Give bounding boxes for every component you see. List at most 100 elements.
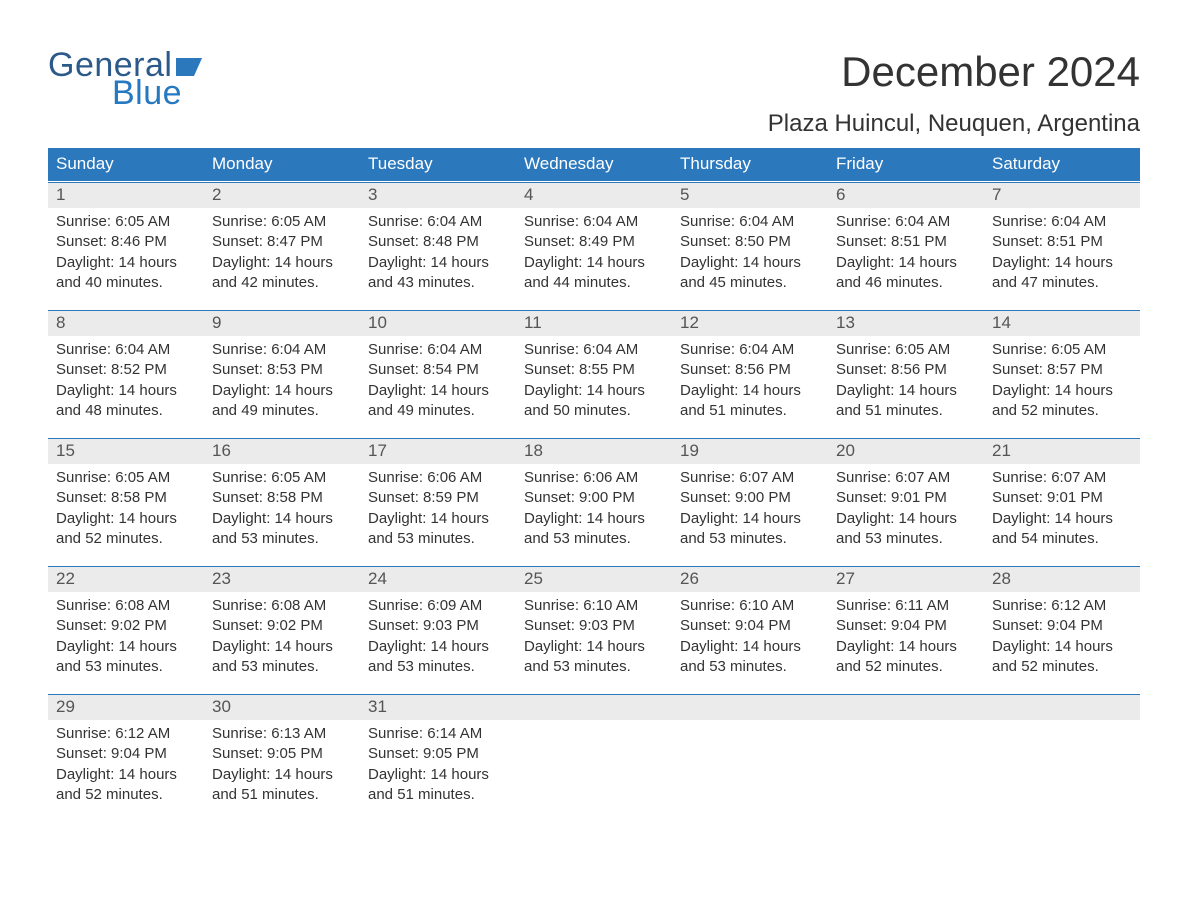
sunrise-text: Sunrise: 6:04 AM (680, 212, 820, 232)
daylight-line2: and 52 minutes. (56, 785, 196, 805)
daylight-line1: Daylight: 14 hours (56, 253, 196, 273)
day-body: Sunrise: 6:07 AMSunset: 9:00 PMDaylight:… (672, 464, 828, 557)
sunrise-text: Sunrise: 6:05 AM (212, 212, 352, 232)
day-number: 23 (204, 566, 360, 592)
daylight-line2: and 51 minutes. (836, 401, 976, 421)
sunset-text: Sunset: 9:01 PM (836, 488, 976, 508)
sunset-text: Sunset: 8:58 PM (212, 488, 352, 508)
calendar-cell: 28Sunrise: 6:12 AMSunset: 9:04 PMDayligh… (984, 566, 1140, 694)
calendar-cell: 21Sunrise: 6:07 AMSunset: 9:01 PMDayligh… (984, 438, 1140, 566)
daylight-line2: and 53 minutes. (212, 657, 352, 677)
calendar-row: 22Sunrise: 6:08 AMSunset: 9:02 PMDayligh… (48, 566, 1140, 694)
daylight-line1: Daylight: 14 hours (836, 381, 976, 401)
calendar-cell: 19Sunrise: 6:07 AMSunset: 9:00 PMDayligh… (672, 438, 828, 566)
daylight-line1: Daylight: 14 hours (212, 509, 352, 529)
day-number: 12 (672, 310, 828, 336)
sunrise-text: Sunrise: 6:09 AM (368, 596, 508, 616)
day-number: 14 (984, 310, 1140, 336)
daylight-line1: Daylight: 14 hours (56, 765, 196, 785)
sunset-text: Sunset: 9:02 PM (212, 616, 352, 636)
sunset-text: Sunset: 8:46 PM (56, 232, 196, 252)
day-body: Sunrise: 6:08 AMSunset: 9:02 PMDaylight:… (204, 592, 360, 685)
sunrise-text: Sunrise: 6:08 AM (212, 596, 352, 616)
daylight-line2: and 43 minutes. (368, 273, 508, 293)
sunset-text: Sunset: 9:03 PM (368, 616, 508, 636)
sunset-text: Sunset: 9:01 PM (992, 488, 1132, 508)
sunrise-text: Sunrise: 6:12 AM (992, 596, 1132, 616)
day-body: Sunrise: 6:05 AMSunset: 8:58 PMDaylight:… (48, 464, 204, 557)
daylight-line2: and 53 minutes. (212, 529, 352, 549)
day-body: Sunrise: 6:04 AMSunset: 8:52 PMDaylight:… (48, 336, 204, 429)
calendar-cell: 18Sunrise: 6:06 AMSunset: 9:00 PMDayligh… (516, 438, 672, 566)
sunset-text: Sunset: 9:02 PM (56, 616, 196, 636)
calendar-cell: 24Sunrise: 6:09 AMSunset: 9:03 PMDayligh… (360, 566, 516, 694)
brand-part2: Blue (112, 76, 202, 110)
sunset-text: Sunset: 9:03 PM (524, 616, 664, 636)
daylight-line1: Daylight: 14 hours (212, 253, 352, 273)
day-number: 20 (828, 438, 984, 464)
daylight-line2: and 53 minutes. (680, 657, 820, 677)
calendar-cell: 25Sunrise: 6:10 AMSunset: 9:03 PMDayligh… (516, 566, 672, 694)
title-block: December 2024 Plaza Huincul, Neuquen, Ar… (768, 48, 1140, 138)
day-number: 28 (984, 566, 1140, 592)
day-body: Sunrise: 6:04 AMSunset: 8:51 PMDaylight:… (984, 208, 1140, 301)
calendar-row: 29Sunrise: 6:12 AMSunset: 9:04 PMDayligh… (48, 694, 1140, 822)
day-number: 18 (516, 438, 672, 464)
sunrise-text: Sunrise: 6:07 AM (992, 468, 1132, 488)
day-body: Sunrise: 6:09 AMSunset: 9:03 PMDaylight:… (360, 592, 516, 685)
weekday-header: Saturday (984, 148, 1140, 182)
calendar-cell (672, 694, 828, 822)
sunset-text: Sunset: 8:57 PM (992, 360, 1132, 380)
day-body: Sunrise: 6:06 AMSunset: 8:59 PMDaylight:… (360, 464, 516, 557)
day-number: 2 (204, 182, 360, 208)
day-body: Sunrise: 6:04 AMSunset: 8:55 PMDaylight:… (516, 336, 672, 429)
calendar-row: 1Sunrise: 6:05 AMSunset: 8:46 PMDaylight… (48, 182, 1140, 310)
sunrise-text: Sunrise: 6:12 AM (56, 724, 196, 744)
daylight-line1: Daylight: 14 hours (524, 253, 664, 273)
sunset-text: Sunset: 8:52 PM (56, 360, 196, 380)
calendar-cell: 13Sunrise: 6:05 AMSunset: 8:56 PMDayligh… (828, 310, 984, 438)
daylight-line2: and 54 minutes. (992, 529, 1132, 549)
daylight-line2: and 42 minutes. (212, 273, 352, 293)
day-number: 10 (360, 310, 516, 336)
calendar-cell: 11Sunrise: 6:04 AMSunset: 8:55 PMDayligh… (516, 310, 672, 438)
day-number: 29 (48, 694, 204, 720)
sunset-text: Sunset: 9:04 PM (992, 616, 1132, 636)
calendar-cell: 14Sunrise: 6:05 AMSunset: 8:57 PMDayligh… (984, 310, 1140, 438)
day-body: Sunrise: 6:08 AMSunset: 9:02 PMDaylight:… (48, 592, 204, 685)
day-number: 16 (204, 438, 360, 464)
daylight-line2: and 40 minutes. (56, 273, 196, 293)
day-body: Sunrise: 6:13 AMSunset: 9:05 PMDaylight:… (204, 720, 360, 813)
sunrise-text: Sunrise: 6:08 AM (56, 596, 196, 616)
sunset-text: Sunset: 8:58 PM (56, 488, 196, 508)
daylight-line2: and 49 minutes. (368, 401, 508, 421)
empty-day-bar (828, 694, 984, 720)
location-subtitle: Plaza Huincul, Neuquen, Argentina (768, 110, 1140, 138)
sunset-text: Sunset: 8:51 PM (992, 232, 1132, 252)
sunrise-text: Sunrise: 6:05 AM (56, 212, 196, 232)
sunrise-text: Sunrise: 6:14 AM (368, 724, 508, 744)
sunset-text: Sunset: 8:49 PM (524, 232, 664, 252)
daylight-line2: and 52 minutes. (836, 657, 976, 677)
daylight-line2: and 49 minutes. (212, 401, 352, 421)
daylight-line1: Daylight: 14 hours (680, 637, 820, 657)
sunset-text: Sunset: 8:47 PM (212, 232, 352, 252)
sunrise-text: Sunrise: 6:06 AM (524, 468, 664, 488)
sunrise-text: Sunrise: 6:10 AM (524, 596, 664, 616)
calendar-cell: 6Sunrise: 6:04 AMSunset: 8:51 PMDaylight… (828, 182, 984, 310)
daylight-line2: and 51 minutes. (212, 785, 352, 805)
daylight-line2: and 48 minutes. (56, 401, 196, 421)
sunset-text: Sunset: 8:54 PM (368, 360, 508, 380)
sunrise-text: Sunrise: 6:05 AM (56, 468, 196, 488)
sunset-text: Sunset: 9:00 PM (680, 488, 820, 508)
day-body: Sunrise: 6:12 AMSunset: 9:04 PMDaylight:… (984, 592, 1140, 685)
daylight-line1: Daylight: 14 hours (680, 381, 820, 401)
sunrise-text: Sunrise: 6:04 AM (680, 340, 820, 360)
daylight-line2: and 52 minutes. (992, 657, 1132, 677)
daylight-line2: and 50 minutes. (524, 401, 664, 421)
sunrise-text: Sunrise: 6:10 AM (680, 596, 820, 616)
daylight-line2: and 53 minutes. (56, 657, 196, 677)
day-number: 17 (360, 438, 516, 464)
daylight-line1: Daylight: 14 hours (992, 253, 1132, 273)
empty-day-bar (672, 694, 828, 720)
